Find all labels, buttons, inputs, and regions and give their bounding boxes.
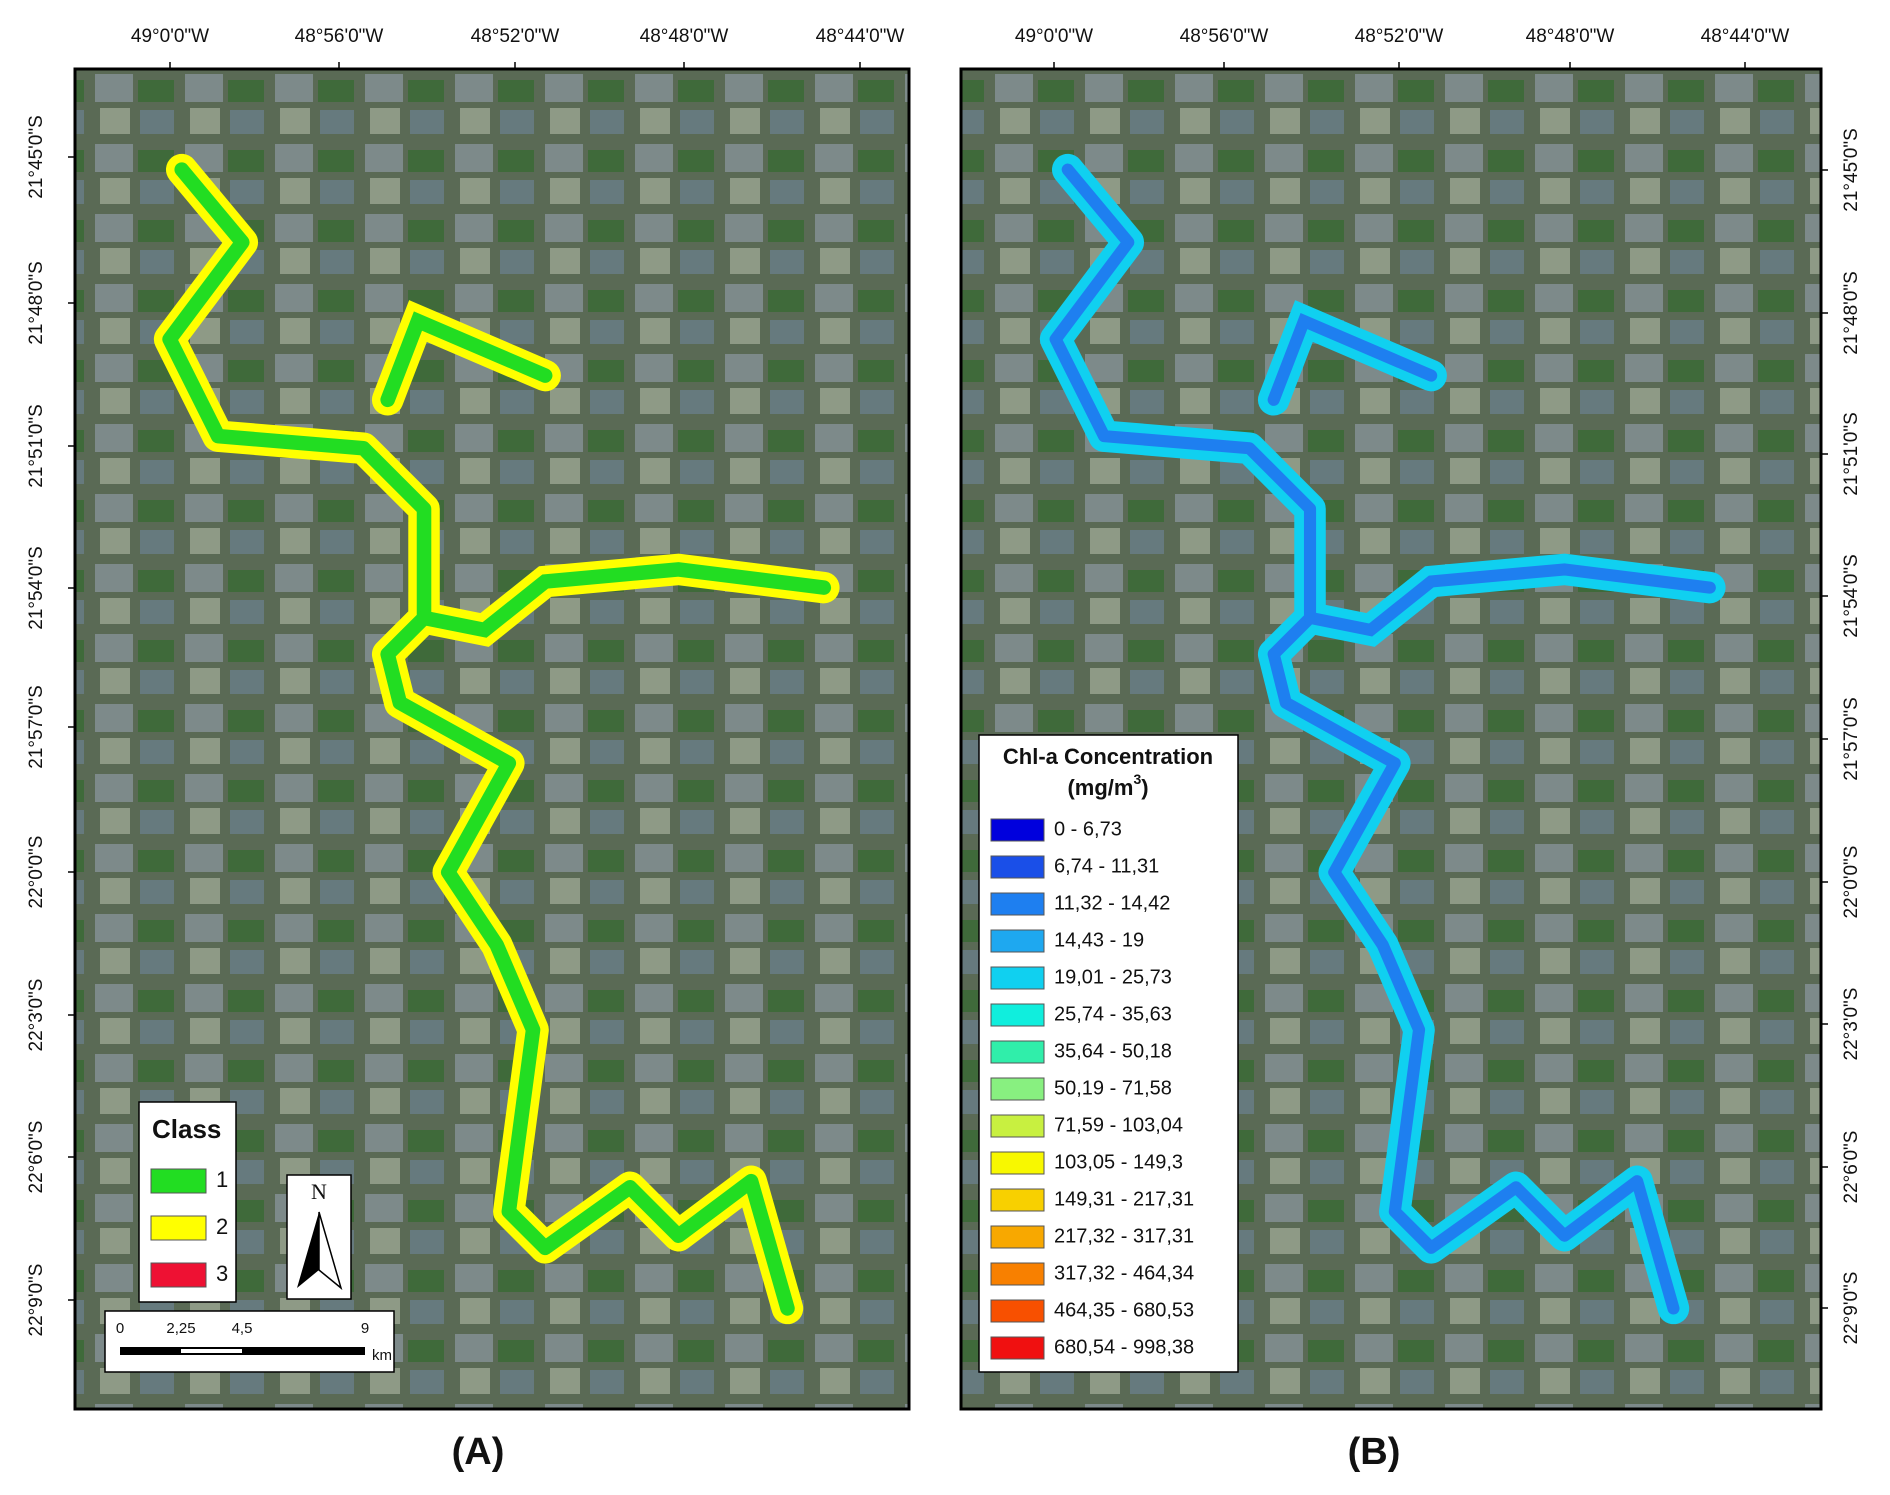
legend-swatch (990, 1003, 1045, 1027)
unit-sup: 3 (1133, 771, 1141, 787)
legend-swatch (990, 966, 1045, 990)
legend-label: 103,05 - 149,3 (1054, 1151, 1183, 1173)
legend-label: 2 (216, 1214, 228, 1239)
legend-label: 25,74 - 35,63 (1054, 1003, 1172, 1025)
longitude-label: 48°56'0"W (1180, 26, 1269, 47)
latitude-label: 21°54'0"S (1841, 554, 1862, 637)
legend-label: 50,19 - 71,58 (1054, 1077, 1172, 1099)
unit-close: ) (1141, 775, 1148, 800)
scale-bar (120, 1347, 365, 1355)
longitude-label: 48°44'0"W (816, 26, 905, 47)
legend-unit: (mg/m3) (1067, 771, 1148, 800)
scale-bar-box (104, 1310, 395, 1373)
scale-label: 0 (116, 1320, 124, 1337)
legend-label: 3 (216, 1261, 228, 1286)
longitude-label: 48°44'0"W (1701, 26, 1790, 47)
latitude-label: 22°6'0"S (26, 1121, 47, 1194)
caption: (A) (452, 1431, 505, 1473)
latitude-label: 21°51'0"S (1841, 412, 1862, 495)
scale-bar (181, 1349, 242, 1353)
legend-label: 35,64 - 50,18 (1054, 1040, 1172, 1062)
legend-label: 19,01 - 25,73 (1054, 966, 1172, 988)
legend-swatch (990, 1299, 1045, 1323)
longitude-label: 48°48'0"W (1526, 26, 1615, 47)
legend-label: 71,59 - 103,04 (1054, 1114, 1183, 1136)
legend-swatch (990, 892, 1045, 916)
legend-label: 0 - 6,73 (1054, 818, 1122, 840)
legend-title: Chl-a Concentration (1003, 744, 1213, 769)
unit: (mg/m (1067, 775, 1133, 800)
legend-swatch (990, 1151, 1045, 1175)
scale-label: 2,25 (166, 1320, 195, 1337)
legend-swatch (990, 855, 1045, 879)
legend-label: 680,54 - 998,38 (1054, 1336, 1194, 1358)
legend-label: 1 (216, 1167, 228, 1192)
legend-label: 464,35 - 680,53 (1054, 1299, 1194, 1321)
longitude-label: 48°52'0"W (471, 26, 560, 47)
legend-swatch (150, 1215, 207, 1241)
latitude-label: 22°3'0"S (26, 979, 47, 1052)
scale-label: 4,5 (232, 1320, 253, 1337)
legend-label: 6,74 - 11,31 (1054, 855, 1159, 877)
longitude-label: 48°56'0"W (295, 26, 384, 47)
legend-label: 149,31 - 217,31 (1054, 1188, 1194, 1210)
legend-swatch (990, 1188, 1045, 1212)
latitude-label: 22°6'0"S (1841, 1131, 1862, 1204)
legend-swatch (150, 1168, 207, 1194)
scale-label: 9 (361, 1320, 369, 1337)
legend-swatch (990, 1262, 1045, 1286)
legend-swatch (990, 1336, 1045, 1360)
legend-swatch (990, 929, 1045, 953)
latitude-label: 21°48'0"S (26, 261, 47, 344)
legend-label: 217,32 - 317,31 (1054, 1225, 1194, 1247)
legend-swatch (150, 1262, 207, 1288)
legend-swatch (990, 1225, 1045, 1249)
latitude-label: 21°45'0"S (26, 115, 47, 198)
latitude-label: 21°57'0"S (1841, 697, 1862, 780)
longitude-label: 49°0'0"W (131, 26, 209, 47)
legend-swatch (990, 1040, 1045, 1064)
latitude-label: 21°51'0"S (26, 404, 47, 487)
legend-title: Class (152, 1114, 221, 1144)
legend-swatch (990, 818, 1045, 842)
legend-label: 14,43 - 19 (1054, 929, 1144, 951)
north-arrow (318, 1211, 343, 1291)
north-arrow (297, 1212, 319, 1288)
north-label: N (311, 1179, 327, 1204)
longitude-label: 49°0'0"W (1015, 26, 1093, 47)
latitude-label: 22°9'0"S (26, 1264, 47, 1337)
caption: (B) (1348, 1431, 1401, 1473)
latitude-label: 22°0'0"S (26, 836, 47, 909)
latitude-label: 22°0'0"S (1841, 846, 1862, 919)
scale-unit: km (372, 1347, 392, 1364)
latitude-label: 21°54'0"S (26, 546, 47, 629)
latitude-label: 22°3'0"S (1841, 988, 1862, 1061)
legend-label: 317,32 - 464,34 (1054, 1262, 1194, 1284)
legend-swatch (990, 1077, 1045, 1101)
latitude-label: 21°48'0"S (1841, 271, 1862, 354)
latitude-label: 21°57'0"S (26, 685, 47, 768)
latitude-label: 21°45'0"S (1841, 128, 1862, 211)
longitude-label: 48°48'0"W (640, 26, 729, 47)
longitude-label: 48°52'0"W (1355, 26, 1444, 47)
legend-label: 11,32 - 14,42 (1054, 892, 1170, 914)
latitude-label: 22°9'0"S (1841, 1272, 1862, 1345)
legend-swatch (990, 1114, 1045, 1138)
